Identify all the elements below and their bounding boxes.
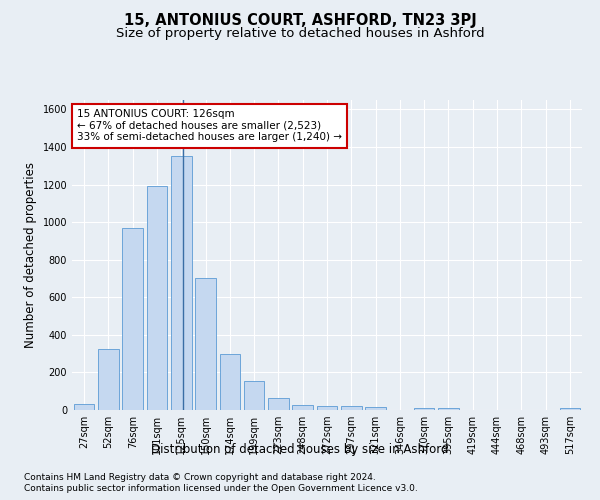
Bar xyxy=(414,408,434,410)
Bar xyxy=(560,408,580,410)
Text: Size of property relative to detached houses in Ashford: Size of property relative to detached ho… xyxy=(116,28,484,40)
Bar xyxy=(341,406,362,410)
Bar xyxy=(122,228,143,410)
Bar xyxy=(317,406,337,410)
Bar xyxy=(244,381,265,410)
Bar xyxy=(171,156,191,410)
Bar xyxy=(146,186,167,410)
Bar xyxy=(268,398,289,410)
Text: 15, ANTONIUS COURT, ASHFORD, TN23 3PJ: 15, ANTONIUS COURT, ASHFORD, TN23 3PJ xyxy=(124,12,476,28)
Text: Contains public sector information licensed under the Open Government Licence v3: Contains public sector information licen… xyxy=(24,484,418,493)
Bar xyxy=(195,278,216,410)
Text: 15 ANTONIUS COURT: 126sqm
← 67% of detached houses are smaller (2,523)
33% of se: 15 ANTONIUS COURT: 126sqm ← 67% of detac… xyxy=(77,110,342,142)
Bar xyxy=(438,408,459,410)
Y-axis label: Number of detached properties: Number of detached properties xyxy=(24,162,37,348)
Bar xyxy=(292,406,313,410)
Bar xyxy=(74,404,94,410)
Text: Distribution of detached houses by size in Ashford: Distribution of detached houses by size … xyxy=(151,442,449,456)
Bar xyxy=(220,354,240,410)
Bar xyxy=(365,407,386,410)
Text: Contains HM Land Registry data © Crown copyright and database right 2024.: Contains HM Land Registry data © Crown c… xyxy=(24,472,376,482)
Bar xyxy=(98,349,119,410)
